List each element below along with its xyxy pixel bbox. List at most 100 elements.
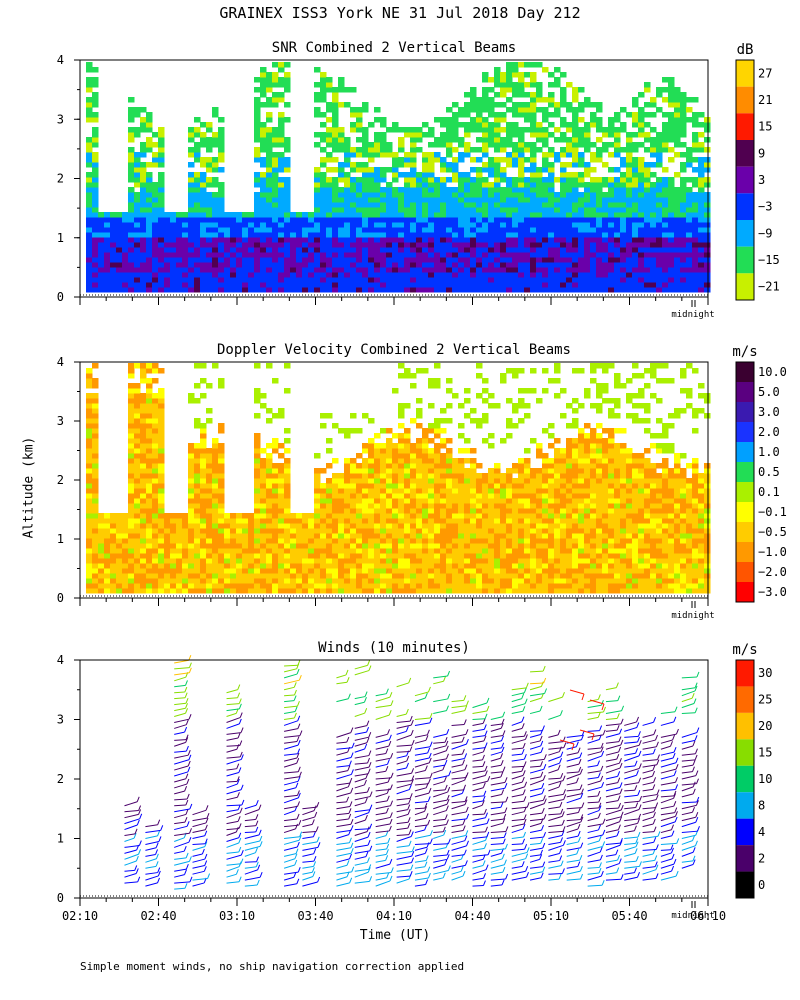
heatmap-cell: [530, 112, 537, 118]
heatmap-cell: [230, 518, 237, 524]
heatmap-cell: [152, 202, 159, 208]
heatmap-cell: [380, 232, 387, 238]
heatmap-cell: [200, 488, 207, 494]
heatmap-cell: [122, 217, 129, 223]
heatmap-cell: [554, 127, 561, 133]
heatmap-cell: [122, 528, 129, 534]
heatmap-cell: [116, 272, 123, 278]
heatmap-cell: [212, 237, 219, 243]
heatmap-cell: [350, 217, 357, 223]
heatmap-cell: [134, 177, 141, 183]
heatmap-cell: [422, 242, 429, 248]
heatmap-cell: [236, 247, 243, 253]
heatmap-cell: [332, 142, 339, 148]
heatmap-cell: [188, 247, 195, 253]
heatmap-cell: [272, 488, 279, 494]
heatmap-cell: [146, 553, 153, 559]
heatmap-cell: [206, 488, 213, 494]
heatmap-cell: [422, 122, 429, 128]
heatmap-cell: [344, 137, 351, 143]
heatmap-cell: [284, 182, 291, 188]
heatmap-cell: [632, 232, 639, 238]
heatmap-cell: [512, 222, 519, 228]
heatmap-cell: [236, 568, 243, 574]
heatmap-cell: [362, 132, 369, 138]
heatmap-cell: [188, 242, 195, 248]
heatmap-cell: [152, 553, 159, 559]
heatmap-cell: [674, 242, 681, 248]
heatmap-cell: [512, 102, 519, 108]
heatmap-cell: [350, 428, 357, 434]
heatmap-cell: [146, 252, 153, 258]
heatmap-cell: [290, 588, 297, 594]
heatmap-cell: [458, 212, 465, 218]
heatmap-cell: [128, 478, 135, 484]
heatmap-cell: [260, 553, 267, 559]
heatmap-cell: [458, 262, 465, 268]
heatmap-cell: [146, 433, 153, 439]
heatmap-cell: [614, 177, 621, 183]
heatmap-cell: [416, 182, 423, 188]
heatmap-cell: [152, 363, 159, 369]
heatmap-cell: [338, 87, 345, 93]
heatmap-cell: [116, 277, 123, 283]
heatmap-cell: [668, 117, 675, 123]
heatmap-cell: [692, 207, 699, 213]
heatmap-cell: [452, 177, 459, 183]
heatmap-cell: [260, 222, 267, 228]
heatmap-cell: [110, 257, 117, 263]
heatmap-cell: [428, 503, 435, 509]
heatmap-cell: [260, 513, 267, 519]
heatmap-cell: [98, 282, 105, 288]
heatmap-cell: [638, 222, 645, 228]
heatmap-cell: [206, 573, 213, 579]
heatmap-cell: [344, 503, 351, 509]
heatmap-cell: [350, 162, 357, 168]
heatmap-cell: [134, 568, 141, 574]
heatmap-cell: [410, 533, 417, 539]
heatmap-cell: [692, 147, 699, 153]
heatmap-cell: [218, 202, 225, 208]
heatmap-cell: [620, 267, 627, 273]
heatmap-cell: [320, 468, 327, 474]
heatmap-cell: [704, 212, 711, 218]
heatmap-cell: [272, 573, 279, 579]
heatmap-cell: [326, 588, 333, 594]
heatmap-cell: [566, 202, 573, 208]
heatmap-cell: [314, 578, 321, 584]
heatmap-cell: [308, 568, 315, 574]
heatmap-cell: [188, 177, 195, 183]
heatmap-cell: [470, 167, 477, 173]
heatmap-cell: [482, 247, 489, 253]
heatmap-cell: [128, 197, 135, 203]
heatmap-cell: [266, 197, 273, 203]
heatmap-cell: [350, 568, 357, 574]
heatmap-cell: [488, 167, 495, 173]
heatmap-cell: [362, 528, 369, 534]
heatmap-cell: [440, 207, 447, 213]
heatmap-cell: [548, 257, 555, 263]
heatmap-cell: [368, 247, 375, 253]
heatmap-cell: [638, 177, 645, 183]
heatmap-cell: [644, 132, 651, 138]
heatmap-cell: [212, 207, 219, 213]
heatmap-cell: [350, 468, 357, 474]
heatmap-cell: [380, 508, 387, 514]
heatmap-cell: [302, 242, 309, 248]
heatmap-cell: [560, 207, 567, 213]
heatmap-cell: [614, 247, 621, 253]
heatmap-cell: [608, 182, 615, 188]
heatmap-cell: [350, 573, 357, 579]
heatmap-cell: [146, 182, 153, 188]
heatmap-cell: [620, 217, 627, 223]
heatmap-cell: [518, 152, 525, 158]
heatmap-cell: [392, 448, 399, 454]
heatmap-cell: [350, 262, 357, 268]
heatmap-cell: [494, 127, 501, 133]
heatmap-cell: [194, 142, 201, 148]
heatmap-cell: [584, 182, 591, 188]
heatmap-1: [86, 62, 711, 293]
heatmap-cell: [206, 458, 213, 464]
heatmap-cell: [326, 177, 333, 183]
heatmap-cell: [428, 483, 435, 489]
